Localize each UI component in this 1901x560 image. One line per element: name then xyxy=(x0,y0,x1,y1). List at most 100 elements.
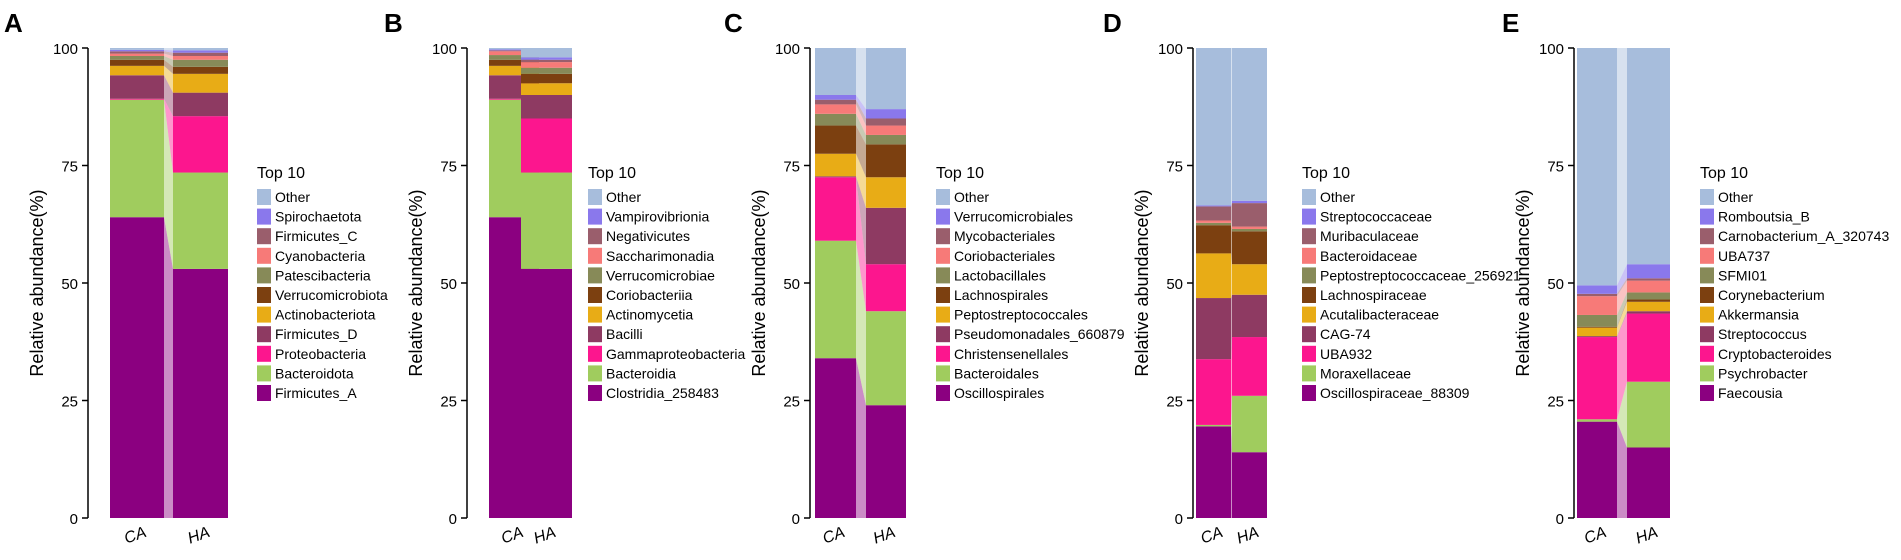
legend-label: Vampirovibrionia xyxy=(606,209,709,225)
bar-segment xyxy=(1196,298,1231,360)
y-tick-label: 0 xyxy=(1556,511,1564,528)
connector-band xyxy=(1231,203,1232,227)
legend-label: Verrucomicrobiota xyxy=(275,287,388,303)
bar-segment xyxy=(866,144,906,178)
legend-label: UBA737 xyxy=(1718,248,1770,264)
x-tick-label: CA xyxy=(1582,524,1609,548)
bar-segment xyxy=(489,49,539,51)
y-tick-label: 0 xyxy=(70,511,78,528)
panel-c: C Relative abundance(%) 0 25 50 75 100 CA HA Top … xyxy=(724,8,1125,548)
legend-label: Mycobacteriales xyxy=(954,228,1055,244)
bar-segment xyxy=(866,405,906,518)
legend: Top 10 Other Spirochaetota Firmicutes_C Cyan… xyxy=(257,165,388,401)
legend-label: Other xyxy=(954,189,989,205)
panel-d: D Relative abundance(%) 0 25 50 75 100 CA HA Top … xyxy=(1103,8,1521,548)
legend-swatch xyxy=(1302,267,1316,284)
legend-label: Romboutsia_B xyxy=(1718,209,1810,225)
legend-label: Firmicutes_C xyxy=(275,228,357,244)
legend-label: Bacteroidota xyxy=(275,365,354,381)
bar-segment xyxy=(110,75,164,99)
bar-segment xyxy=(815,153,856,177)
connector-band xyxy=(856,99,866,126)
connector-band xyxy=(1617,264,1627,294)
bar-segment xyxy=(1196,48,1231,206)
legend-title: Top 10 xyxy=(1302,165,1350,182)
legend-label: Cryptobacteroides xyxy=(1718,346,1832,362)
legend-label: Other xyxy=(606,189,641,205)
bar-segment xyxy=(1232,226,1267,229)
y-tick-label: 100 xyxy=(432,41,457,58)
bar-segment xyxy=(173,116,228,173)
connector-band xyxy=(856,95,866,119)
legend-label: Bacteroidia xyxy=(606,365,676,381)
legend-swatch xyxy=(1302,306,1316,323)
bar-segment xyxy=(110,51,164,54)
bar-segment xyxy=(173,172,228,269)
connector-band xyxy=(1231,48,1232,206)
bar-segment xyxy=(866,264,906,312)
legend-label: Psychrobacter xyxy=(1718,365,1808,381)
legend-swatch xyxy=(1302,287,1316,303)
bar-segment xyxy=(1196,206,1231,221)
y-tick-label: 100 xyxy=(1158,41,1183,58)
bar-segment xyxy=(1627,299,1670,302)
connector-band xyxy=(856,113,866,145)
legend-swatch xyxy=(588,326,602,343)
bar-segment xyxy=(1232,395,1267,453)
legend-label: Pseudomonadales_660879 xyxy=(954,326,1125,342)
legend-label: Muribaculaceae xyxy=(1320,228,1419,244)
y-tick-label: 25 xyxy=(440,394,457,411)
y-tick-label: 50 xyxy=(440,276,457,293)
connector-band xyxy=(856,104,866,135)
y-axis-title: Relative abundance(%) xyxy=(749,189,769,376)
x-tick-label: HA xyxy=(871,524,898,548)
legend-label: Acutalibacteraceae xyxy=(1320,307,1439,323)
bar-segment xyxy=(110,65,164,76)
legend-label: Oscillospiraceae_88309 xyxy=(1320,385,1470,401)
bar-segment xyxy=(110,98,164,100)
legend-swatch xyxy=(588,208,602,225)
legend-swatch xyxy=(1700,326,1714,343)
legend-label: Oscillospirales xyxy=(954,385,1044,401)
legend-label: Other xyxy=(275,189,310,205)
bar-segment xyxy=(1577,285,1617,294)
bar-segment xyxy=(489,98,539,100)
bar-segment xyxy=(110,48,164,50)
legend-swatch xyxy=(1302,247,1316,264)
y-tick-label: 0 xyxy=(1175,511,1183,528)
bar-segment xyxy=(521,118,572,173)
bar-segment xyxy=(521,57,572,60)
x-tick-label: HA xyxy=(532,524,559,548)
y-tick-label: 0 xyxy=(792,511,800,528)
legend-swatch xyxy=(257,287,271,303)
bar-segment xyxy=(489,50,539,52)
legend-swatch xyxy=(1700,247,1714,264)
legend-label: Moraxellaceae xyxy=(1320,365,1411,381)
legend-swatch xyxy=(936,208,950,225)
legend-swatch xyxy=(257,189,271,205)
connector-band xyxy=(1231,253,1232,299)
bar-segment xyxy=(866,109,906,119)
legend-label: Lactobacillales xyxy=(954,267,1046,283)
legend-swatch xyxy=(257,306,271,323)
bar-segment xyxy=(173,268,228,518)
legend-label: Coriobacteriia xyxy=(606,287,693,303)
connector-band xyxy=(164,217,173,518)
legend-label: Bacteroidales xyxy=(954,365,1039,381)
bar-segment xyxy=(1232,228,1267,232)
bar-segment xyxy=(1627,447,1670,518)
legend-label: Akkermansia xyxy=(1718,307,1799,323)
bar-segment xyxy=(815,177,856,241)
connector-band xyxy=(1617,280,1627,315)
panel-b: B Relative abundance(%) 0 25 50 75 100 CA HA Top … xyxy=(384,8,746,548)
panel-a: A Relative abundance(%) 0 25 50 75 100 CA HA Top … xyxy=(4,8,388,548)
connector-band xyxy=(1617,381,1627,448)
legend-label: Bacilli xyxy=(606,326,643,342)
legend-swatch xyxy=(1302,326,1316,343)
legend-title: Top 10 xyxy=(257,165,305,182)
legend-label: Peptostreptococcaceae_256921 xyxy=(1320,267,1521,283)
bar-segment xyxy=(866,48,906,110)
bar-segment xyxy=(521,83,572,95)
bar-segment xyxy=(1577,327,1617,337)
